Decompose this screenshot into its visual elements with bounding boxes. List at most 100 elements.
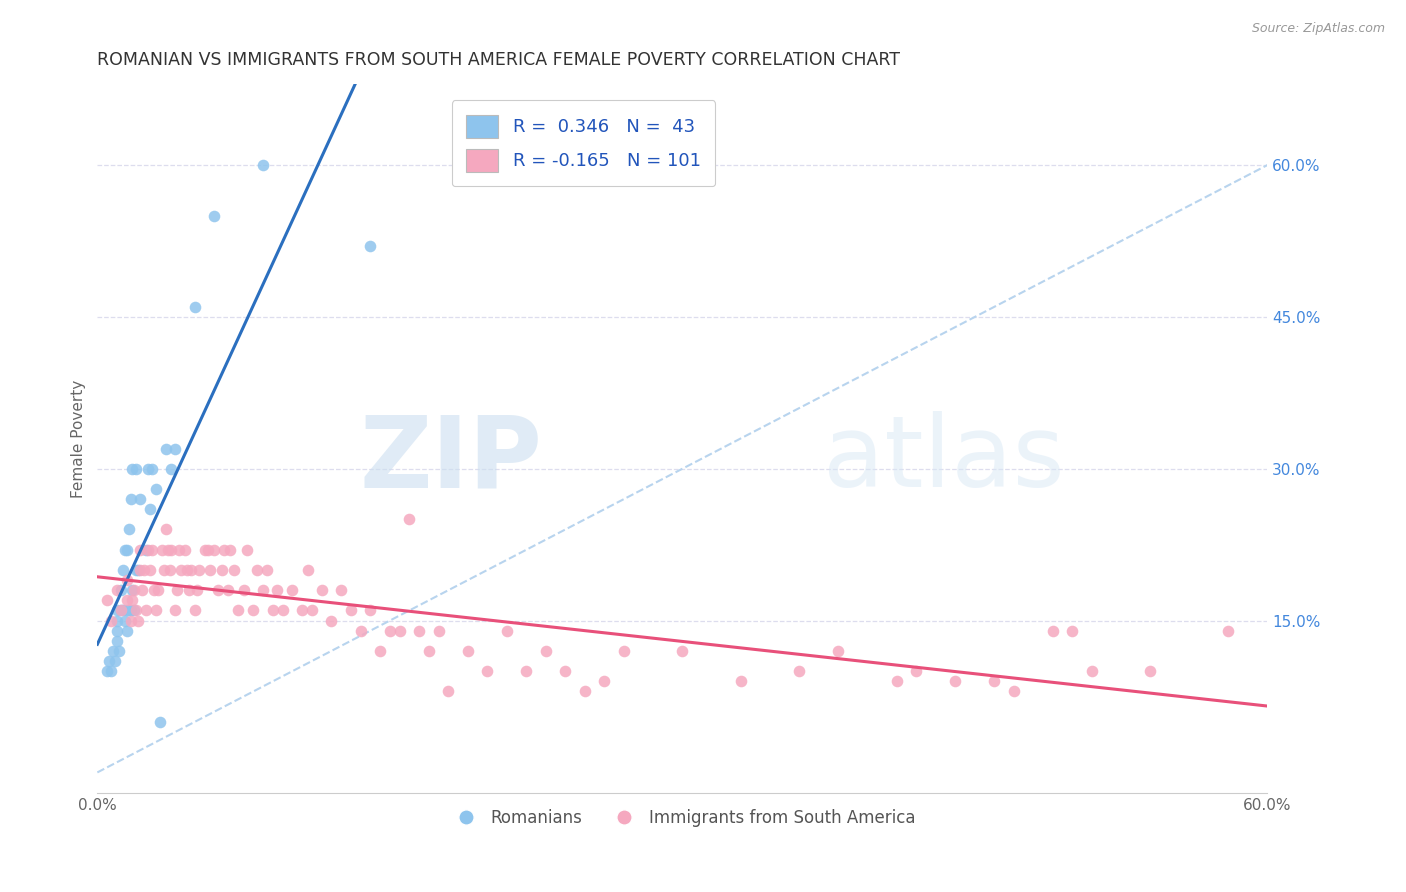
- Point: [125, 603, 148, 617]
- Text: ROMANIAN VS IMMIGRANTS FROM SOUTH AMERICA FEMALE POVERTY CORRELATION CHART: ROMANIAN VS IMMIGRANTS FROM SOUTH AMERIC…: [97, 51, 900, 69]
- Point: [368, 644, 391, 658]
- Point: [256, 563, 278, 577]
- Point: [301, 603, 323, 617]
- Point: [378, 624, 401, 638]
- Point: [114, 614, 136, 628]
- Point: [613, 644, 636, 658]
- Point: [96, 593, 118, 607]
- Point: [124, 603, 146, 617]
- Point: [177, 583, 200, 598]
- Point: [943, 674, 966, 689]
- Point: [146, 583, 169, 598]
- Point: [120, 603, 142, 617]
- Point: [141, 462, 163, 476]
- Point: [136, 462, 159, 476]
- Text: ZIP: ZIP: [359, 411, 541, 508]
- Point: [730, 674, 752, 689]
- Point: [418, 644, 440, 658]
- Point: [262, 603, 284, 617]
- Point: [349, 624, 371, 638]
- Point: [156, 542, 179, 557]
- Point: [170, 563, 193, 577]
- Point: [495, 624, 517, 638]
- Point: [155, 523, 177, 537]
- Point: [217, 583, 239, 598]
- Point: [129, 563, 152, 577]
- Point: [114, 542, 136, 557]
- Point: [142, 583, 165, 598]
- Point: [1081, 664, 1104, 678]
- Point: [100, 614, 122, 628]
- Point: [150, 542, 173, 557]
- Point: [167, 542, 190, 557]
- Point: [886, 674, 908, 689]
- Point: [160, 542, 183, 557]
- Point: [197, 542, 219, 557]
- Point: [437, 684, 460, 698]
- Point: [1042, 624, 1064, 638]
- Point: [96, 664, 118, 678]
- Point: [124, 583, 146, 598]
- Point: [136, 542, 159, 557]
- Point: [1002, 684, 1025, 698]
- Point: [110, 603, 132, 617]
- Point: [152, 563, 174, 577]
- Point: [202, 542, 225, 557]
- Point: [145, 603, 167, 617]
- Point: [160, 462, 183, 476]
- Point: [101, 644, 124, 658]
- Point: [111, 563, 134, 577]
- Point: [105, 603, 128, 617]
- Point: [200, 563, 222, 577]
- Point: [1062, 624, 1084, 638]
- Point: [125, 462, 148, 476]
- Point: [408, 624, 430, 638]
- Point: [427, 624, 450, 638]
- Point: [139, 563, 162, 577]
- Point: [176, 563, 198, 577]
- Point: [671, 644, 693, 658]
- Point: [515, 664, 537, 678]
- Point: [121, 583, 143, 598]
- Point: [398, 512, 420, 526]
- Point: [297, 563, 319, 577]
- Point: [115, 573, 138, 587]
- Point: [110, 583, 132, 598]
- Point: [155, 442, 177, 456]
- Point: [127, 614, 149, 628]
- Point: [388, 624, 411, 638]
- Point: [129, 542, 152, 557]
- Point: [107, 644, 129, 658]
- Point: [115, 624, 138, 638]
- Point: [120, 614, 142, 628]
- Point: [593, 674, 616, 689]
- Point: [534, 644, 557, 658]
- Point: [226, 603, 249, 617]
- Point: [1139, 664, 1161, 678]
- Point: [194, 542, 217, 557]
- Point: [359, 239, 381, 253]
- Point: [219, 542, 242, 557]
- Point: [207, 583, 229, 598]
- Point: [104, 654, 127, 668]
- Point: [321, 614, 343, 628]
- Point: [252, 583, 274, 598]
- Point: [115, 593, 138, 607]
- Point: [212, 542, 235, 557]
- Point: [165, 442, 187, 456]
- Point: [281, 583, 304, 598]
- Text: Source: ZipAtlas.com: Source: ZipAtlas.com: [1251, 22, 1385, 36]
- Point: [149, 714, 172, 729]
- Point: [105, 633, 128, 648]
- Point: [134, 563, 156, 577]
- Point: [174, 542, 197, 557]
- Point: [100, 664, 122, 678]
- Point: [359, 603, 381, 617]
- Point: [232, 583, 254, 598]
- Point: [145, 482, 167, 496]
- Legend: Romanians, Immigrants from South America: Romanians, Immigrants from South America: [443, 803, 922, 834]
- Point: [129, 492, 152, 507]
- Point: [184, 300, 207, 314]
- Point: [340, 603, 363, 617]
- Point: [121, 462, 143, 476]
